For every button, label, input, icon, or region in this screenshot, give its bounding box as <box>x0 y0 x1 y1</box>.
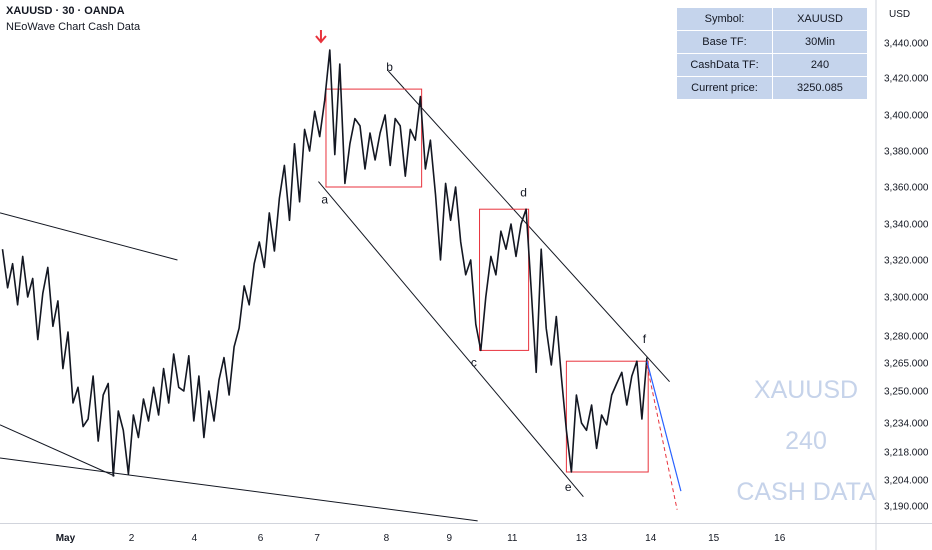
trend-line-4 <box>0 424 115 477</box>
trend-line-1 <box>318 181 584 498</box>
info-value: XAUUSD <box>773 8 867 30</box>
price-tick-label: 3,300.000 <box>884 293 929 304</box>
top-arrow-icon <box>315 30 327 44</box>
info-row-current-price: Current price: 3250.085 <box>677 77 867 99</box>
price-tick-label: 3,218.000 <box>884 448 929 459</box>
price-tick-label: 3,265.000 <box>884 359 929 370</box>
price-tick-label: 3,250.000 <box>884 387 929 398</box>
price-tick-label: 3,280.000 <box>884 332 929 343</box>
time-tick-label: 13 <box>576 533 588 544</box>
wave-label-b: b <box>386 60 393 74</box>
time-tick-label: 6 <box>258 533 264 544</box>
time-tick-label: May <box>56 533 76 544</box>
time-tick-label: 15 <box>708 533 720 544</box>
price-tick-label: 3,320.000 <box>884 256 929 267</box>
info-row-cashdata-tf: CashData TF: 240 <box>677 54 867 76</box>
price-axis-unit: USD <box>889 9 911 20</box>
price-series-line <box>1 49 648 477</box>
time-tick-label: 4 <box>192 533 198 544</box>
price-tick-label: 3,440.000 <box>884 39 929 50</box>
wave-box-1 <box>325 88 423 188</box>
info-key: Symbol: <box>677 8 772 30</box>
chart-symbol-title: XAUUSD · 30 · OANDA <box>6 5 125 17</box>
indicator-name: NEoWave Chart Cash Data <box>6 21 141 33</box>
price-tick-label: 3,380.000 <box>884 147 929 158</box>
wave-label-d: d <box>520 185 527 199</box>
info-key: Current price: <box>677 77 772 99</box>
info-value: 240 <box>773 54 867 76</box>
time-tick-label: 7 <box>314 533 320 544</box>
wave-box-3 <box>565 360 649 473</box>
price-tick-label: 3,234.000 <box>884 419 929 430</box>
wave-label-a: a <box>321 193 328 207</box>
time-tick-label: 11 <box>507 533 518 544</box>
info-key: CashData TF: <box>677 54 772 76</box>
price-tick-label: 3,420.000 <box>884 74 929 85</box>
time-tick-label: 14 <box>645 533 657 544</box>
projection-line <box>646 361 682 492</box>
wave-label-c: c <box>471 356 477 370</box>
wave-label-f: f <box>643 332 647 346</box>
trend-line-3 <box>0 212 178 261</box>
watermark-timeframe: 240 <box>785 427 827 455</box>
price-tick-label: 3,190.000 <box>884 502 929 513</box>
trend-line-5 <box>0 457 478 522</box>
info-row-symbol: Symbol: XAUUSD <box>677 8 867 30</box>
price-tick-label: 3,204.000 <box>884 476 929 487</box>
time-tick-label: 8 <box>384 533 390 544</box>
info-value: 3250.085 <box>773 77 867 99</box>
info-table: Symbol: XAUUSD Base TF: 30Min CashData T… <box>676 7 868 100</box>
info-key: Base TF: <box>677 31 772 53</box>
price-tick-label: 3,400.000 <box>884 111 929 122</box>
info-row-base-tf: Base TF: 30Min <box>677 31 867 53</box>
projection-dashed-line <box>646 364 678 510</box>
time-tick-label: 16 <box>774 533 786 544</box>
wave-box-2 <box>479 208 530 351</box>
info-value: 30Min <box>773 31 867 53</box>
price-tick-label: 3,360.000 <box>884 183 929 194</box>
time-tick-label: 2 <box>129 533 135 544</box>
time-tick-label: 9 <box>447 533 453 544</box>
price-tick-label: 3,340.000 <box>884 220 929 231</box>
wave-label-e: e <box>565 480 572 494</box>
watermark-symbol: XAUUSD <box>753 376 859 404</box>
watermark-caption: CASH DATA <box>736 478 876 506</box>
